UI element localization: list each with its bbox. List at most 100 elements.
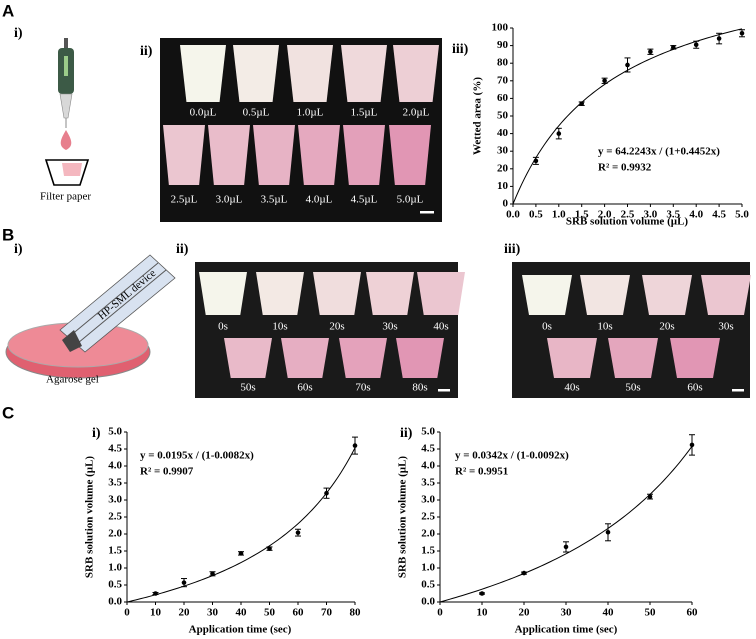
fit-curve (512, 28, 743, 205)
y-tick-label: 20 (497, 162, 509, 174)
paper-tile (281, 338, 329, 378)
paper-tile (180, 45, 226, 102)
y-tick-label: 3.5 (421, 477, 435, 489)
frame-label: 4.5µL (351, 194, 378, 206)
caption: Filter paper (40, 191, 91, 203)
equation: y = 64.2243x / (1+0.4452x) (598, 146, 720, 158)
paper-tile (287, 45, 333, 102)
data-point (153, 591, 158, 596)
y-axis-label: SRB solution volume (µL) (84, 456, 96, 578)
y-tick-label: 1.5 (421, 545, 435, 557)
y-tick-label: 0.5 (108, 579, 122, 591)
x-tick-label: 50 (264, 607, 276, 619)
data-point (689, 442, 695, 448)
subpanel-label: ii) (176, 242, 189, 257)
x-axis-label: Application time (sec) (515, 624, 618, 636)
x-tick-label: 1.5 (575, 209, 589, 221)
frame-label: 20s (329, 321, 344, 333)
frame-label: 0.0µL (190, 107, 217, 119)
y-tick-label: 3.0 (421, 494, 435, 506)
subpanel-label: ii) (400, 426, 413, 441)
x-tick-label: 0 (124, 607, 130, 619)
frame-label: 3.0µL (216, 194, 243, 206)
x-axis-label: SRB solution volume (µL) (566, 216, 688, 228)
subpanel-label: i) (14, 26, 23, 41)
data-point (648, 49, 653, 55)
frame-label: 60s (687, 382, 702, 394)
x-tick-label: 0.5 (529, 209, 543, 221)
frame-label: 20s (659, 321, 674, 333)
data-point (739, 30, 745, 36)
frame-label: 3.5µL (261, 194, 288, 206)
panel-label: A (2, 1, 14, 20)
x-tick-label: 0 (437, 607, 443, 619)
x-tick-label: 10 (477, 607, 489, 619)
panel-label: B (2, 225, 14, 244)
y-tick-label: 40 (497, 127, 509, 139)
paper-tile (642, 275, 692, 315)
x-tick-label: 50 (645, 607, 657, 619)
frame-label: 70s (355, 382, 370, 394)
paper-tile (256, 272, 304, 315)
y-tick-label: 2.0 (421, 528, 435, 540)
x-axis-label: Application time (sec) (189, 624, 292, 636)
data-point (238, 551, 244, 556)
frame-label: 50s (240, 382, 255, 394)
y-tick-label: 3.5 (108, 477, 122, 489)
x-tick-label: 5.0 (735, 209, 749, 221)
frame-label: 30s (718, 321, 733, 333)
paper-tile (224, 338, 272, 378)
paper-tile (313, 272, 361, 315)
paper-tile (396, 338, 444, 378)
x-tick-label: 20 (519, 607, 531, 619)
x-tick-label: 30 (561, 607, 573, 619)
x-tick-label: 40 (603, 607, 615, 619)
scale-bar (438, 389, 450, 392)
data-point (647, 494, 653, 499)
data-point (324, 490, 329, 496)
data-point (671, 45, 676, 50)
frame-label: 4.0µL (306, 194, 333, 206)
x-tick-label: 60 (687, 607, 699, 619)
y-tick-label: 60 (497, 92, 509, 104)
subpanel-label: i) (14, 242, 23, 257)
caption: Agarose gel (46, 374, 99, 386)
data-point (693, 42, 699, 48)
x-tick-label: 70 (321, 607, 333, 619)
x-tick-label: 2.5 (621, 209, 635, 221)
subpanel-label: ii) (140, 44, 153, 59)
paper-tile (393, 45, 439, 102)
paper-tile (253, 125, 295, 185)
data-point (479, 591, 485, 596)
data-point (579, 101, 584, 106)
frame-label: 40s (433, 321, 448, 333)
r-squared: R² = 0.9951 (455, 466, 508, 478)
y-tick-label: 4.5 (108, 443, 122, 455)
data-point (533, 158, 539, 164)
panel-label: C (2, 403, 14, 422)
equation: y = 0.0195x / (1-0.0082x) (140, 450, 254, 462)
data-point (267, 546, 272, 551)
data-point (556, 131, 562, 136)
paper-tile (339, 338, 387, 378)
subpanel-label: iii) (504, 242, 521, 257)
y-tick-label: 5.0 (421, 426, 435, 438)
paper-tile (417, 272, 465, 315)
scale-bar (732, 389, 744, 392)
y-tick-label: 1.0 (108, 562, 122, 574)
paper-tile (343, 125, 385, 185)
x-tick-label: 4.5 (712, 209, 726, 221)
x-tick-label: 3.0 (644, 209, 658, 221)
y-tick-label: 90 (497, 39, 509, 51)
x-tick-label: 2.0 (598, 209, 612, 221)
x-tick-label: 20 (179, 607, 191, 619)
y-tick-label: 3.0 (108, 494, 122, 506)
data-point (295, 530, 301, 535)
frame-label: 30s (382, 321, 397, 333)
paper-tile (163, 125, 205, 185)
scale-bar (420, 211, 434, 214)
paper-tile (608, 338, 658, 378)
y-tick-label: 0.5 (421, 579, 435, 591)
y-tick-label: 80 (497, 57, 509, 69)
